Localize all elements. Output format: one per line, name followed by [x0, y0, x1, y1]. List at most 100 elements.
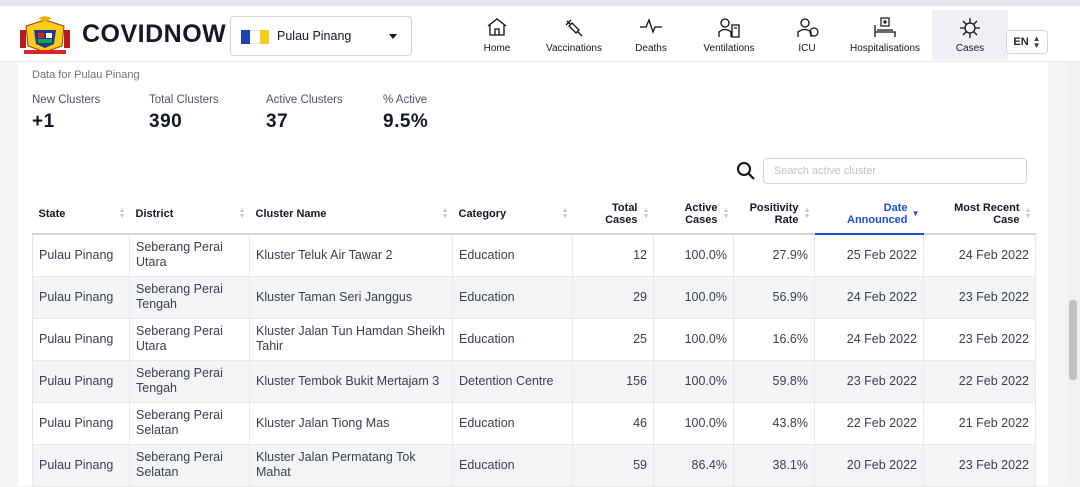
stat-total-clusters: Total Clusters 390: [149, 94, 219, 133]
cell-state: Pulau Pinang: [32, 275, 130, 319]
cell-most-recent-case: 23 Feb 2022: [923, 275, 1036, 319]
scrollbar-thumb[interactable]: [1069, 300, 1077, 380]
header-label: Case: [993, 213, 1020, 226]
icu-icon: [797, 18, 819, 37]
nav-ventilations[interactable]: Ventilations: [682, 10, 776, 60]
sort-icon: ▲ ▼: [803, 206, 811, 220]
cell-state: Pulau Pinang: [32, 443, 130, 487]
stat-value: 9.5%: [383, 111, 429, 132]
cell-active-cases: 100.0%: [653, 401, 734, 445]
cell-cluster-name: Kluster Jalan Permatang Tok Mahat: [249, 443, 453, 487]
col-header-category[interactable]: Category ▲ ▼: [452, 194, 573, 235]
cell-state: Pulau Pinang: [32, 359, 130, 403]
sort-icon: ▲ ▼: [238, 206, 246, 220]
cell-state: Pulau Pinang: [32, 233, 130, 277]
cell-active-cases: 86.4%: [653, 443, 734, 487]
col-header-cluster-name[interactable]: Cluster Name ▲ ▼: [249, 194, 453, 235]
cell-active-cases: 100.0%: [653, 233, 734, 277]
cell-positivity-rate: 59.8%: [733, 359, 815, 403]
col-header-district[interactable]: District ▲ ▼: [129, 194, 250, 235]
nav-icu[interactable]: ICU: [776, 10, 838, 60]
header-label: Cases: [605, 213, 638, 226]
sort-arrows-icon: ▲ ▼: [1032, 34, 1041, 50]
virus-icon: [960, 18, 980, 38]
cell-district: Seberang Perai Tengah: [129, 275, 250, 319]
stat-value: 390: [149, 111, 183, 132]
cell-district: Seberang Perai Utara: [129, 317, 250, 361]
nav-deaths-label: Deaths: [635, 43, 667, 54]
search-input[interactable]: [763, 158, 1027, 184]
nav-vaccinations[interactable]: Vaccinations: [528, 10, 620, 60]
nav-vaccinations-label: Vaccinations: [546, 43, 602, 54]
state-selector[interactable]: Pulau Pinang: [230, 16, 412, 56]
header-label: Date: [883, 201, 908, 214]
data-for-label: Data for Pulau Pinang: [32, 69, 140, 81]
cell-positivity-rate: 27.9%: [733, 233, 815, 277]
nav-hospitalisations-label: Hospitalisations: [849, 43, 921, 54]
coat-of-arms-logo[interactable]: [18, 16, 72, 56]
state-flag-icon: [241, 30, 269, 44]
cell-cluster-name: Kluster Taman Seri Janggus: [249, 275, 453, 319]
main-nav: Home Vaccinations Deaths Ventilations IC…: [466, 10, 1008, 62]
brand-name[interactable]: COVIDNOW: [82, 20, 227, 48]
header-label: Rate: [774, 213, 799, 226]
table-row: Pulau Pinang Seberang Perai Selatan Klus…: [32, 401, 1036, 445]
cell-total-cases: 29: [572, 275, 654, 319]
col-header-date-announced[interactable]: Date Announced ▼: [814, 194, 924, 235]
nav-ventilations-label: Ventilations: [703, 43, 755, 54]
cell-date-announced: 24 Feb 2022: [814, 317, 924, 361]
sort-icon: ▲ ▼: [441, 206, 449, 220]
cell-total-cases: 12: [572, 233, 654, 277]
cell-date-announced: 20 Feb 2022: [814, 443, 924, 487]
cell-active-cases: 100.0%: [653, 317, 734, 361]
table-row: Pulau Pinang Seberang Perai Utara Kluste…: [32, 233, 1036, 277]
cell-district: Seberang Perai Tengah: [129, 359, 250, 403]
nav-hospitalisations[interactable]: Hospitalisations: [838, 10, 932, 60]
page-scrollbar[interactable]: [1066, 62, 1080, 486]
sort-icon: ▲ ▼: [118, 206, 126, 220]
language-value: EN: [1013, 36, 1029, 48]
pulse-icon: [640, 18, 662, 34]
cell-cluster-name: Kluster Teluk Air Tawar 2: [249, 233, 453, 277]
cell-date-announced: 25 Feb 2022: [814, 233, 924, 277]
cell-category: Education: [452, 443, 573, 487]
cell-cluster-name: Kluster Jalan Tiong Mas: [249, 401, 453, 445]
header-label: Most Recent: [954, 201, 1020, 214]
clusters-table: State ▲ ▼ District ▲ ▼ Cluster Name ▲ ▼ Catego…: [32, 194, 1036, 487]
sort-desc-icon: ▼: [911, 208, 920, 218]
table-row: Pulau Pinang Seberang Perai Tengah Klust…: [32, 275, 1036, 319]
col-header-active-cases[interactable]: Active Cases ▲ ▼: [653, 194, 734, 235]
nav-cases[interactable]: Cases: [932, 10, 1008, 60]
cell-most-recent-case: 23 Feb 2022: [923, 443, 1036, 487]
header-label: Positivity: [749, 201, 799, 214]
cell-active-cases: 100.0%: [653, 275, 734, 319]
col-header-state[interactable]: State ▲ ▼: [32, 194, 130, 235]
col-header-most-recent-case[interactable]: Most Recent Case ▲ ▼: [923, 194, 1036, 235]
cell-total-cases: 156: [572, 359, 654, 403]
search-icon[interactable]: [736, 161, 756, 181]
home-icon: [487, 18, 507, 36]
table-row: Pulau Pinang Seberang Perai Selatan Klus…: [32, 443, 1036, 487]
state-selector-value: Pulau Pinang: [277, 29, 352, 43]
cell-date-announced: 22 Feb 2022: [814, 401, 924, 445]
language-selector[interactable]: EN ▲ ▼: [1006, 30, 1048, 54]
table-header-row: State ▲ ▼ District ▲ ▼ Cluster Name ▲ ▼ Catego…: [32, 194, 1036, 235]
cell-active-cases: 100.0%: [653, 359, 734, 403]
sort-icon: ▲ ▼: [1024, 206, 1032, 220]
sort-icon: ▲ ▼: [722, 206, 730, 220]
stat-active-clusters: Active Clusters 37: [266, 94, 343, 133]
cell-cluster-name: Kluster Tembok Bukit Mertajam 3: [249, 359, 453, 403]
header-label: Category: [458, 207, 507, 220]
stat-value: +1: [32, 111, 55, 132]
nav-home[interactable]: Home: [466, 10, 528, 60]
header-label: Total: [612, 201, 638, 214]
header-label: Announced: [847, 213, 908, 226]
stat-value: 37: [266, 111, 289, 132]
col-header-positivity-rate[interactable]: Positivity Rate ▲ ▼: [733, 194, 815, 235]
cell-total-cases: 46: [572, 401, 654, 445]
header-label: District: [135, 207, 174, 220]
nav-deaths[interactable]: Deaths: [620, 10, 682, 60]
col-header-total-cases[interactable]: Total Cases ▲ ▼: [572, 194, 654, 235]
cell-category: Education: [452, 401, 573, 445]
stat-label: Active Clusters: [266, 94, 343, 106]
